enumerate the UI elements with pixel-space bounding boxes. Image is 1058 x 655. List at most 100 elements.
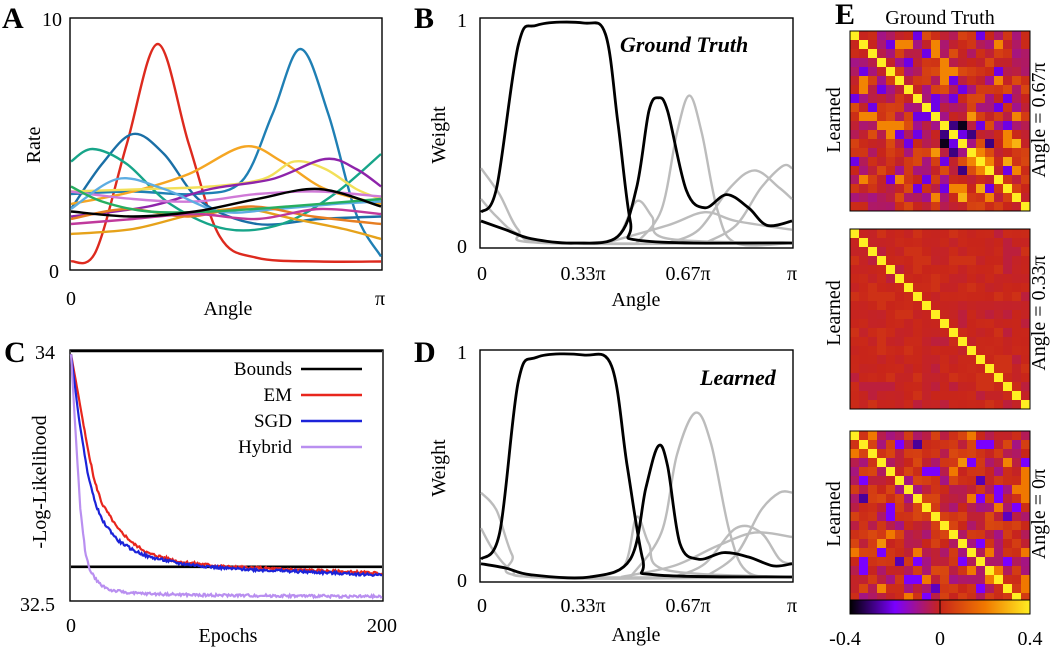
heatmap-cell xyxy=(859,166,868,175)
heatmap-cell xyxy=(1012,94,1021,103)
heatmap-cell xyxy=(877,557,886,566)
heatmap-cell xyxy=(877,193,886,202)
heatmap-cell xyxy=(913,184,922,193)
heatmap-cell xyxy=(886,67,895,76)
heatmap-cell xyxy=(985,130,994,139)
heatmap-cell xyxy=(913,139,922,148)
heatmap-cell xyxy=(895,40,904,49)
heatmap-cell xyxy=(1021,382,1030,391)
heatmap-cell xyxy=(940,476,949,485)
heatmap-cell xyxy=(922,431,931,440)
heatmap-cell xyxy=(1021,575,1030,584)
heatmap-cell xyxy=(859,364,868,373)
heatmap-cell xyxy=(913,175,922,184)
heatmap-cell xyxy=(868,539,877,548)
heatmap-cell xyxy=(958,364,967,373)
heatmap-cell xyxy=(967,148,976,157)
heatmap-cell xyxy=(1003,193,1012,202)
heatmap-cell xyxy=(931,247,940,256)
heatmap-cell xyxy=(1003,166,1012,175)
heatmap-cell xyxy=(913,49,922,58)
heatmap-cell xyxy=(994,373,1003,382)
heatmap-cell xyxy=(940,485,949,494)
heatmap-cell xyxy=(895,328,904,337)
heatmap-cell xyxy=(931,85,940,94)
heatmap-cell xyxy=(1003,476,1012,485)
heatmap-cell xyxy=(1003,148,1012,157)
heatmap-angle-0 xyxy=(850,431,1030,611)
heatmap-cell xyxy=(967,247,976,256)
heatmap-cell xyxy=(904,94,913,103)
heatmap-cell xyxy=(940,557,949,566)
heatmap-cell xyxy=(913,557,922,566)
heatmap-cell xyxy=(958,337,967,346)
heatmap-cell xyxy=(985,256,994,265)
heatmap-cell xyxy=(859,449,868,458)
heatmap-cell xyxy=(1012,476,1021,485)
heatmap-cell xyxy=(967,49,976,58)
heatmap-cell xyxy=(931,148,940,157)
heatmap-cell xyxy=(877,292,886,301)
heatmap-cell xyxy=(1012,49,1021,58)
heatmap-cell xyxy=(913,112,922,121)
heatmap-cell xyxy=(877,49,886,58)
heatmap-cell xyxy=(904,521,913,530)
heatmap-cell xyxy=(985,521,994,530)
heatmap-cell xyxy=(904,157,913,166)
heatmap-cell xyxy=(859,530,868,539)
heatmap-cell xyxy=(985,440,994,449)
heatmap-cell xyxy=(895,337,904,346)
heatmap-cell xyxy=(1012,355,1021,364)
heatmap-cell xyxy=(922,49,931,58)
heatmap-cell xyxy=(985,400,994,409)
heatmap-cell xyxy=(850,166,859,175)
panel-d-ylabel: Weight xyxy=(428,439,450,497)
heatmap-cell xyxy=(949,175,958,184)
heatmap-cell xyxy=(1012,382,1021,391)
heatmap-cell xyxy=(850,458,859,467)
heatmap-cell xyxy=(967,76,976,85)
heatmap-cell xyxy=(913,476,922,485)
heatmap-cell xyxy=(949,319,958,328)
panel-a-ytick-0: 0 xyxy=(49,261,59,283)
heatmap-cell xyxy=(922,292,931,301)
heatmap-cell xyxy=(1021,184,1030,193)
heatmap-cell xyxy=(985,530,994,539)
heatmap-cell xyxy=(922,148,931,157)
heatmap-cell xyxy=(913,431,922,440)
heatmap-cell xyxy=(886,382,895,391)
heatmap-cell xyxy=(877,76,886,85)
heatmap-cell xyxy=(859,283,868,292)
heatmap-cell xyxy=(859,310,868,319)
heatmap-cell xyxy=(850,557,859,566)
heatmap-cell xyxy=(850,283,859,292)
heatmap-cell xyxy=(985,112,994,121)
heatmap-cell xyxy=(913,512,922,521)
legend-label-em: EM xyxy=(264,385,293,406)
heatmap-cell xyxy=(895,557,904,566)
heatmap-cell xyxy=(940,121,949,130)
heatmap-cell xyxy=(949,130,958,139)
heatmap-cell xyxy=(940,431,949,440)
heatmap-cell xyxy=(904,566,913,575)
heatmap-cell xyxy=(913,355,922,364)
heatmap-cell xyxy=(877,310,886,319)
heatmap-cell xyxy=(1012,301,1021,310)
heatmap-cell xyxy=(868,503,877,512)
heatmap-cell xyxy=(949,58,958,67)
heatmap-cell xyxy=(1012,85,1021,94)
heatmap-cell xyxy=(967,292,976,301)
heatmap-cell xyxy=(958,319,967,328)
heatmap-cell xyxy=(850,310,859,319)
heatmap-cell xyxy=(904,548,913,557)
heatmap-cell xyxy=(859,494,868,503)
heatmap-cell xyxy=(967,440,976,449)
heatmap-cell xyxy=(859,382,868,391)
heatmap-angle-067 xyxy=(850,31,1030,211)
heatmap-cell xyxy=(967,521,976,530)
heatmap-cell xyxy=(904,256,913,265)
heatmap-cell xyxy=(958,467,967,476)
heatmap-cell xyxy=(922,94,931,103)
heatmap-cell xyxy=(877,458,886,467)
heatmap-cell xyxy=(949,301,958,310)
